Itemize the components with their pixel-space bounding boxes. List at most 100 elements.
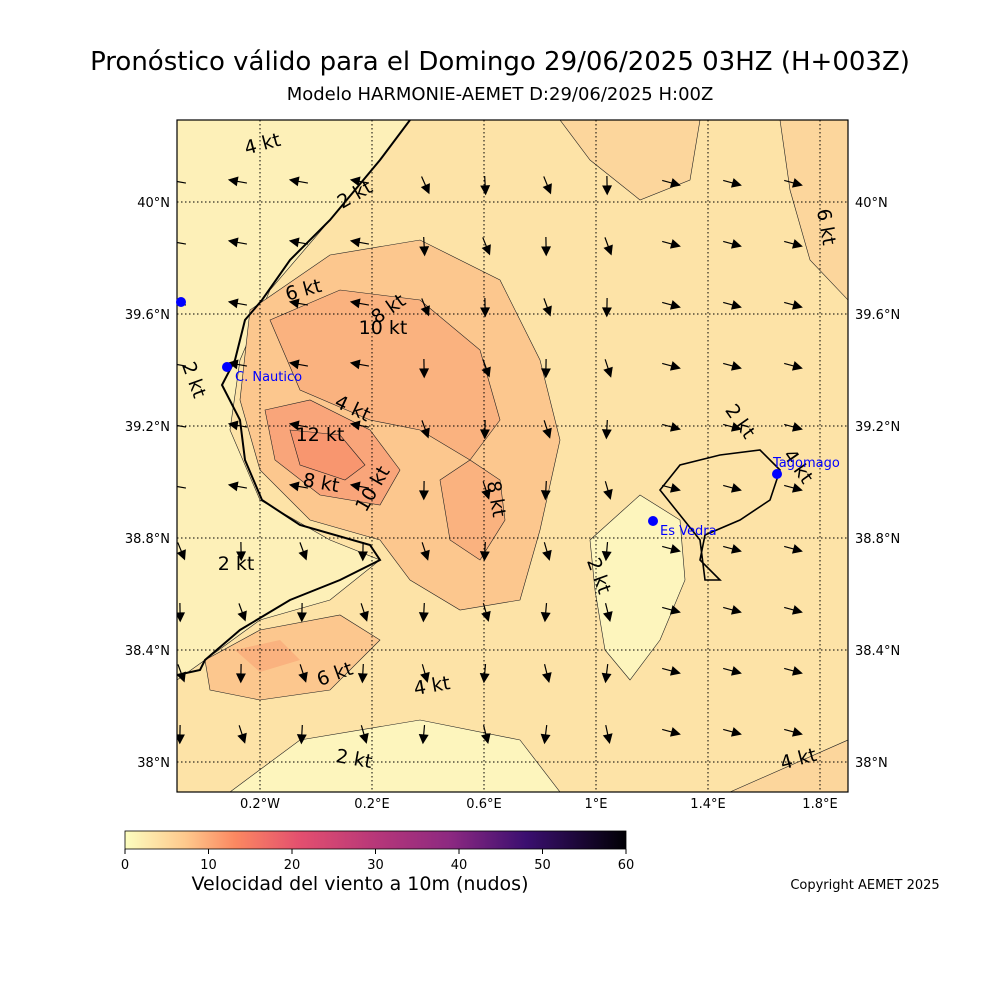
wind-arrow bbox=[227, 359, 248, 370]
wind-arrow bbox=[235, 663, 246, 684]
colorbar-tick-label: 60 bbox=[618, 858, 635, 873]
wind-arrow bbox=[601, 419, 612, 440]
wind-arrow bbox=[357, 541, 368, 562]
wind-arrow bbox=[784, 361, 803, 371]
wind-arrow bbox=[662, 178, 681, 188]
contour-label: 12 kt bbox=[296, 424, 345, 446]
colorbar-tick-label: 10 bbox=[200, 858, 217, 873]
wind-arrow bbox=[784, 178, 803, 188]
wind-arrow bbox=[420, 664, 430, 683]
wind-arrow bbox=[784, 666, 803, 676]
wind-arrow bbox=[420, 542, 430, 561]
wind-arrow bbox=[479, 663, 490, 684]
wind-arrow bbox=[419, 358, 430, 379]
lat-label: 38.8°N bbox=[855, 532, 900, 547]
wind-arrow bbox=[540, 480, 551, 501]
wind-arrow bbox=[662, 544, 681, 554]
wind-arrow bbox=[784, 483, 803, 493]
wind-arrow bbox=[784, 300, 803, 310]
wind-arrow bbox=[662, 727, 681, 737]
colorbar-tick-label: 50 bbox=[534, 858, 551, 873]
wind-arrow bbox=[723, 727, 742, 737]
wind-arrow bbox=[418, 480, 429, 501]
title: Pronóstico válido para el Domingo 29/06/… bbox=[90, 47, 910, 77]
wind-arrow bbox=[542, 298, 552, 317]
wind-arrow bbox=[723, 666, 742, 676]
wind-arrow bbox=[357, 663, 368, 684]
lon-label: 0.2°E bbox=[354, 797, 389, 812]
wind-arrow bbox=[540, 724, 551, 745]
wind-arrow bbox=[237, 725, 247, 744]
colorbar-tick-label: 0 bbox=[121, 858, 129, 873]
lat-label: 40°N bbox=[855, 196, 888, 211]
wind-arrow bbox=[479, 541, 490, 562]
wind-arrow bbox=[420, 298, 430, 317]
wind-arrow bbox=[296, 602, 307, 623]
wind-arrow bbox=[601, 297, 612, 318]
lat-label: 39.6°N bbox=[125, 308, 170, 323]
wind-arrow bbox=[298, 664, 308, 683]
lat-label: 38.4°N bbox=[125, 644, 170, 659]
wind-arrow bbox=[723, 300, 742, 310]
wind-arrow bbox=[177, 176, 187, 187]
wind-arrow bbox=[602, 603, 613, 622]
station-dot bbox=[648, 516, 658, 526]
lat-label: 40°N bbox=[137, 196, 170, 211]
lon-label: 1°E bbox=[585, 797, 608, 812]
wind-arrow bbox=[296, 724, 307, 745]
wind-arrow bbox=[542, 176, 552, 195]
lat-label: 38.8°N bbox=[125, 532, 170, 547]
wind-arrow bbox=[662, 666, 681, 676]
wind-arrow bbox=[177, 237, 187, 248]
lat-label: 39.6°N bbox=[855, 308, 900, 323]
lat-label: 39.2°N bbox=[855, 420, 900, 435]
wind-arrow bbox=[662, 422, 681, 432]
station-dot bbox=[176, 297, 186, 307]
lon-label: 0.6°E bbox=[466, 797, 501, 812]
wind-arrow bbox=[481, 603, 491, 622]
wind-arrow bbox=[420, 420, 430, 439]
wind-arrow bbox=[420, 176, 430, 195]
wind-arrow bbox=[177, 724, 185, 745]
colorbar bbox=[124, 830, 627, 850]
wind-arrow bbox=[288, 359, 309, 370]
wind-arrow bbox=[288, 481, 309, 492]
wind-arrow bbox=[723, 361, 742, 371]
wind-arrow bbox=[540, 358, 551, 379]
wind-arrow bbox=[177, 542, 186, 561]
wind-arrow bbox=[359, 725, 369, 744]
wind-arrow bbox=[288, 237, 309, 248]
station-label: Tagomago bbox=[772, 456, 840, 471]
wind-arrow bbox=[480, 175, 491, 196]
wind-arrow bbox=[602, 725, 613, 745]
lat-label: 39.2°N bbox=[125, 420, 170, 435]
wind-arrow bbox=[662, 361, 681, 371]
wind-arrows bbox=[177, 175, 803, 745]
wind-arrow bbox=[662, 239, 681, 249]
wind-arrow bbox=[479, 419, 490, 440]
colorbar-label: Velocidad del viento a 10m (nudos) bbox=[192, 873, 529, 895]
graticule: 40°N 40°N 39.6°N 39.6°N 39.2°N 39.2°N 38.8°N 38… bbox=[125, 120, 900, 812]
wind-arrow bbox=[177, 602, 186, 623]
station-dot bbox=[772, 469, 782, 479]
wind-arrow bbox=[288, 420, 309, 431]
wind-arrow bbox=[288, 298, 309, 309]
colorbar-tick-label: 40 bbox=[451, 858, 468, 873]
lat-label: 38.4°N bbox=[855, 644, 900, 659]
wind-arrow bbox=[419, 236, 430, 257]
wind-arrow bbox=[481, 481, 491, 500]
wind-arrow bbox=[723, 239, 742, 249]
wind-arrow bbox=[349, 481, 370, 492]
wind-arrow bbox=[784, 727, 803, 737]
wind-arrow bbox=[784, 605, 803, 615]
wind-arrow bbox=[541, 236, 552, 257]
wind-arrow bbox=[177, 359, 187, 370]
lon-label: 1.4°E bbox=[690, 797, 725, 812]
wind-arrow bbox=[227, 420, 248, 431]
wind-arrow bbox=[418, 602, 429, 623]
wind-arrow bbox=[723, 483, 742, 493]
wind-arrow bbox=[481, 237, 491, 256]
subtitle: Modelo HARMONIE-AEMET D:29/06/2025 H:00Z bbox=[287, 84, 714, 105]
